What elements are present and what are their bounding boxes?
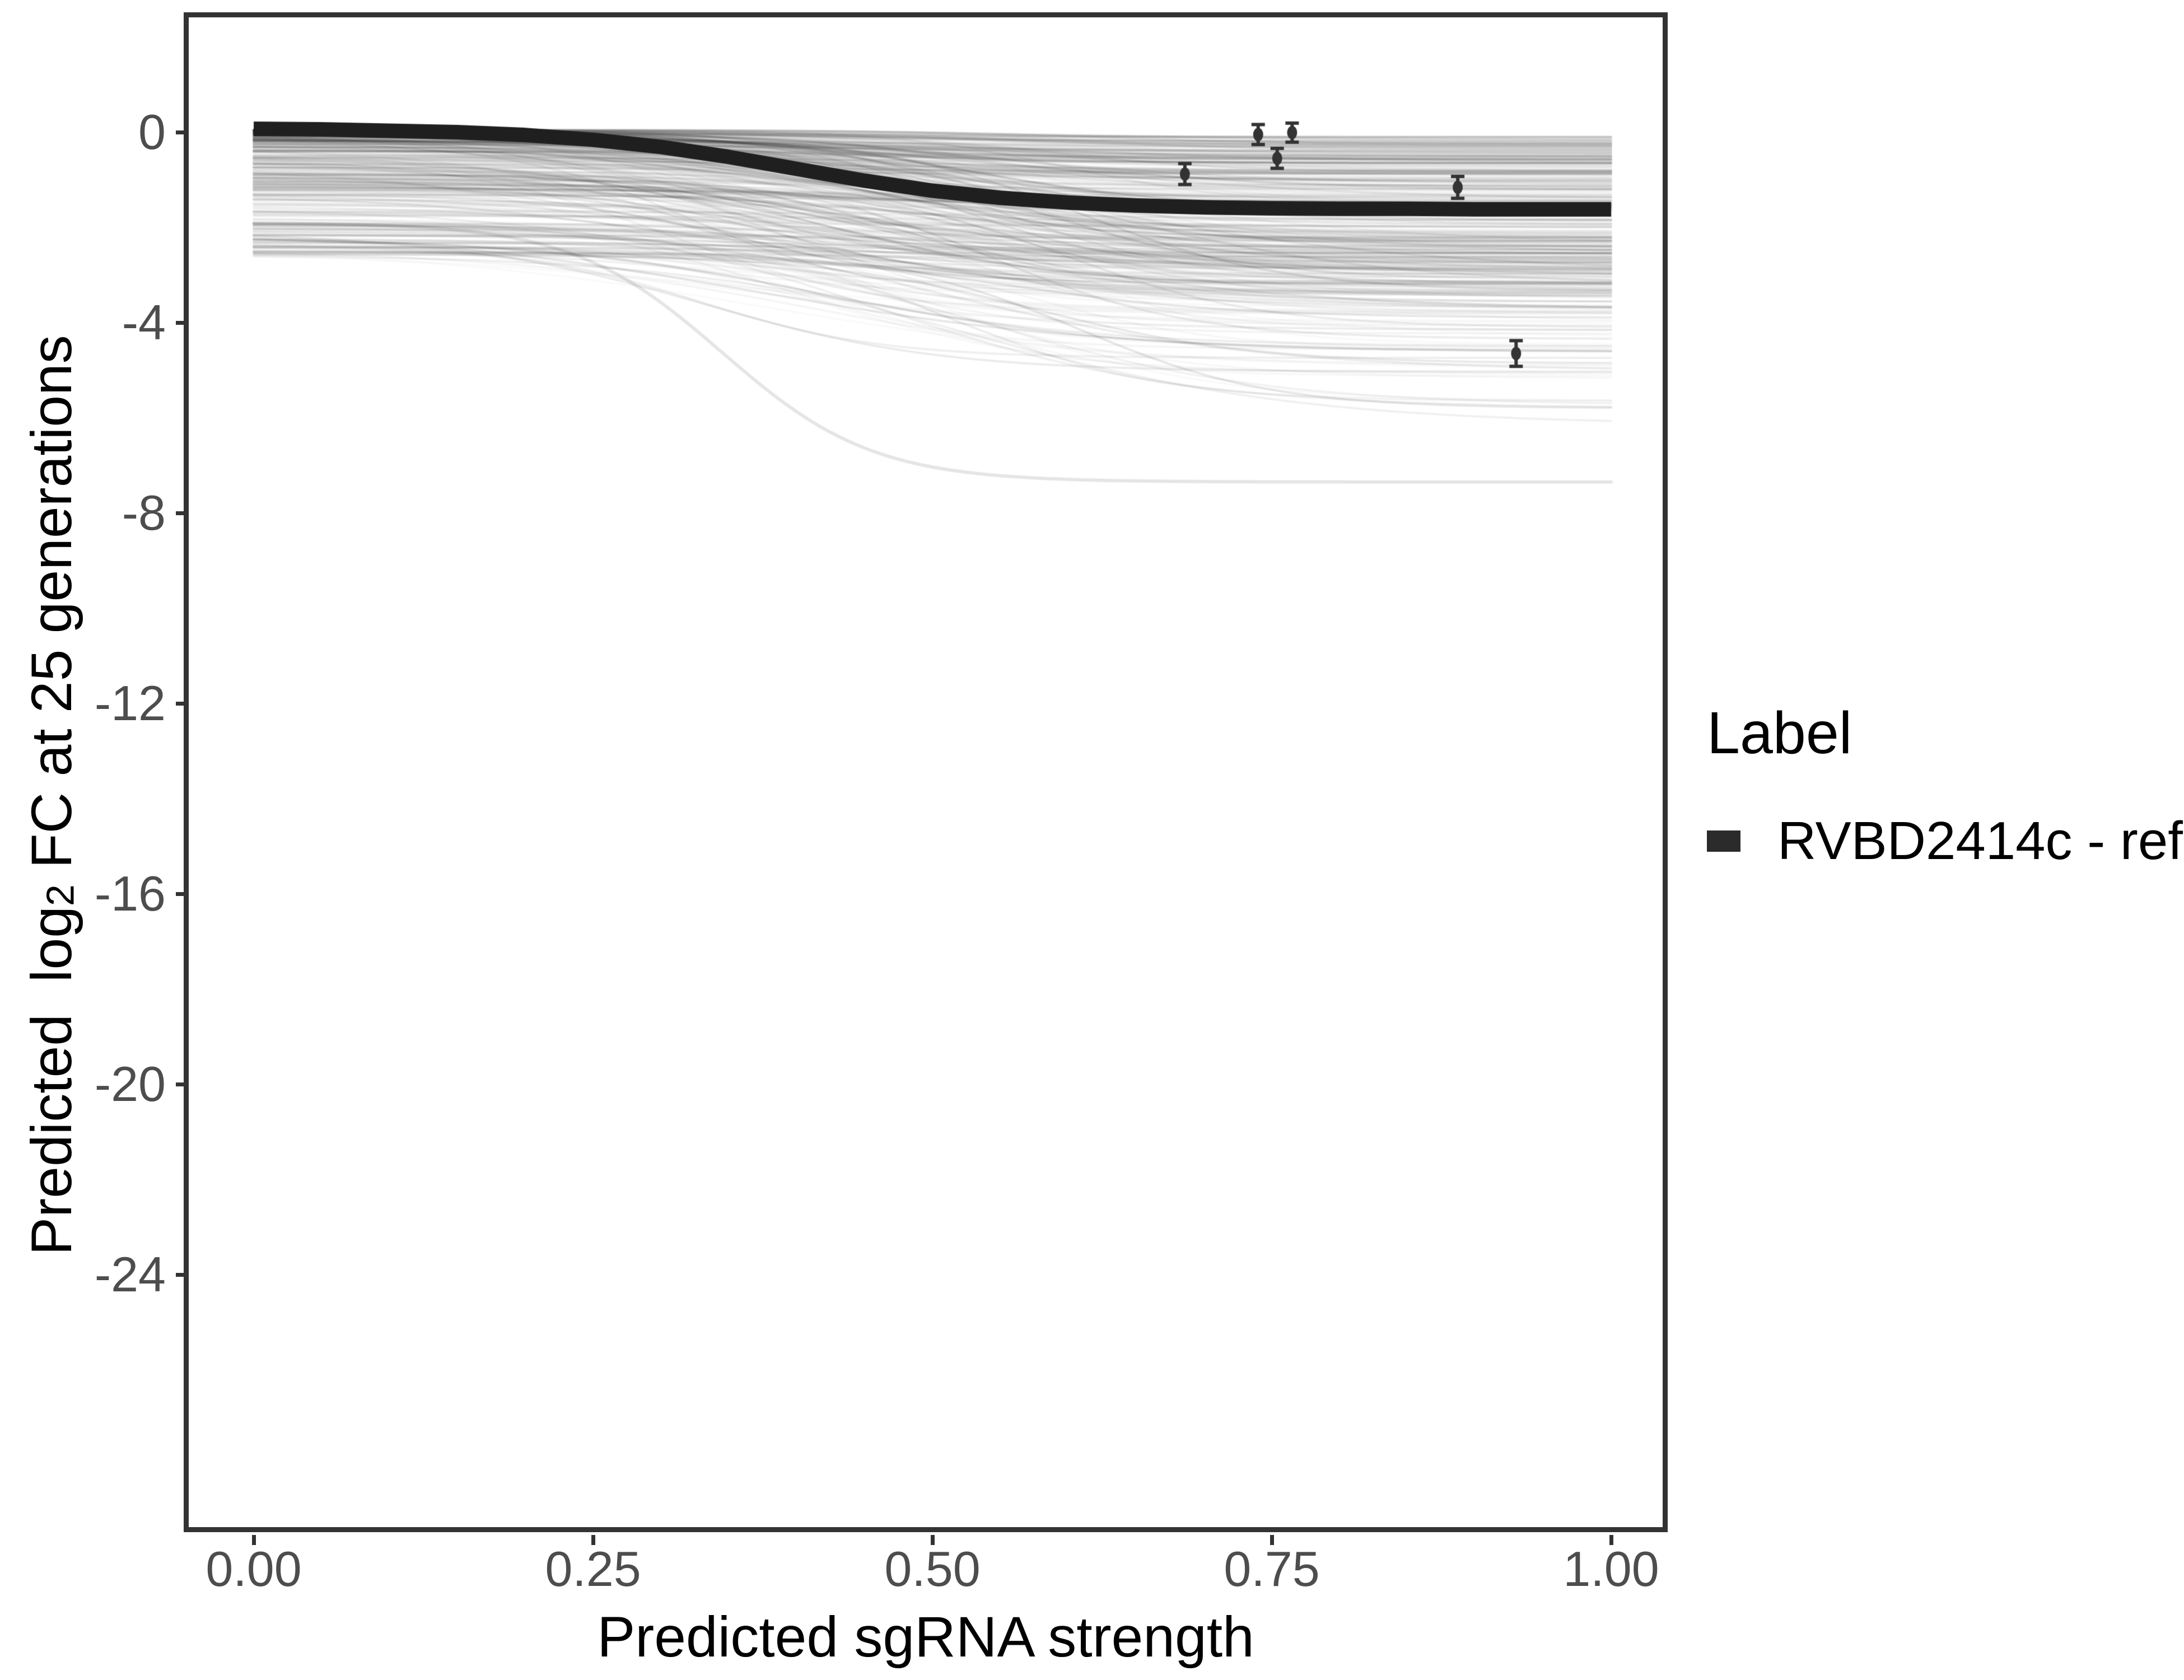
y-tick-label: -4 xyxy=(122,295,166,350)
x-tick-mark xyxy=(251,1535,256,1545)
legend-title: Label xyxy=(1707,700,1852,766)
y-tick-mark xyxy=(176,511,186,515)
y-tick-label: 0 xyxy=(138,104,166,160)
legend: Label RVBD2414c - ref xyxy=(1707,703,2183,868)
x-tick-mark xyxy=(930,1535,935,1545)
x-tick-label: 0.25 xyxy=(545,1541,641,1597)
y-tick-mark xyxy=(176,320,186,325)
y-axis-title-subscript: 2 xyxy=(38,884,82,907)
y-tick-label: -20 xyxy=(94,1056,166,1112)
y-axis-title-pre: Predicted log xyxy=(20,906,83,1256)
y-tick-mark xyxy=(176,130,186,134)
x-tick-label: 0.00 xyxy=(206,1541,302,1597)
plot-canvas xyxy=(186,15,1665,1530)
y-axis-title: Predicted log 2 FC at 25 generations xyxy=(15,123,88,1467)
y-tick-label: -16 xyxy=(94,866,166,921)
x-tick-label: 1.00 xyxy=(1563,1541,1659,1597)
y-tick-label: -12 xyxy=(94,675,166,731)
x-tick-label: 0.75 xyxy=(1224,1541,1320,1597)
x-tick-mark xyxy=(1270,1535,1274,1545)
x-tick-mark xyxy=(1609,1535,1613,1545)
x-axis-title: Predicted sgRNA strength xyxy=(597,1605,1254,1669)
y-tick-mark xyxy=(176,892,186,896)
y-tick-label: -24 xyxy=(94,1247,166,1302)
y-tick-label: -8 xyxy=(122,485,166,540)
y-tick-mark xyxy=(176,701,186,706)
legend-key-swatch xyxy=(1707,830,1740,852)
x-tick-mark xyxy=(591,1535,595,1545)
legend-item: RVBD2414c - ref xyxy=(1707,814,2183,868)
y-axis-title-post: FC at 25 generations xyxy=(20,335,83,885)
x-tick-label: 0.50 xyxy=(884,1541,981,1597)
legend-item-label: RVBD2414c - ref xyxy=(1777,811,2183,871)
y-tick-mark xyxy=(176,1272,186,1277)
y-tick-mark xyxy=(176,1082,186,1086)
